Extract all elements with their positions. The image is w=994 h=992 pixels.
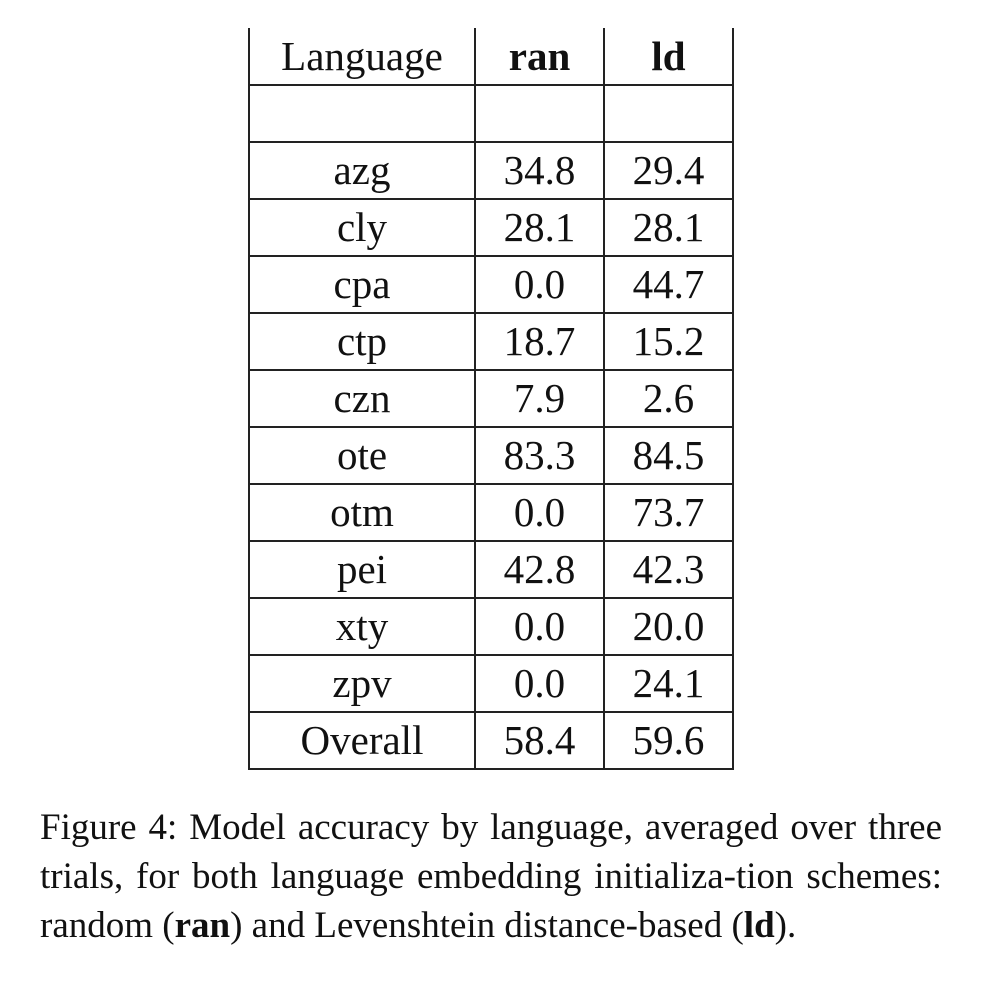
table-row: ctp 18.7 15.2 xyxy=(248,313,734,371)
cell-ran: 58.4 xyxy=(474,712,605,770)
cell-ld: 73.7 xyxy=(603,484,734,542)
cell-ran: 42.8 xyxy=(474,541,605,599)
caption-middle: ) and Levenshtein distance-based ( xyxy=(230,905,744,946)
table-row: cpa 0.0 44.7 xyxy=(248,256,734,314)
table-row: azg 34.8 29.4 xyxy=(248,141,734,200)
cell-language: Overall xyxy=(248,712,476,770)
header-language: Language xyxy=(248,28,476,86)
caption-bold-ld: ld xyxy=(743,905,775,946)
cell-language: otm xyxy=(248,484,476,542)
cell-ran: 18.7 xyxy=(474,313,605,371)
results-table: Language ran ld azg 34.8 29.4 cly 28.1 28.1 cp… xyxy=(248,28,734,770)
figure-caption: Figure 4: Model accuracy by language, av… xyxy=(40,803,942,950)
table-row: otm 0.0 73.7 xyxy=(248,484,734,542)
cell-ran: 7.9 xyxy=(474,370,605,428)
cell-ran: 83.3 xyxy=(474,427,605,485)
results-table-container: Language ran ld azg 34.8 29.4 cly 28.1 28.1 cp… xyxy=(248,28,734,770)
table-row: czn 7.9 2.6 xyxy=(248,370,734,428)
cell-ld: 24.1 xyxy=(603,655,734,713)
table-header-row: Language ran ld xyxy=(248,28,734,86)
cell-ld: 29.4 xyxy=(603,141,734,200)
header-gap xyxy=(248,85,734,142)
table-row: Overall 58.4 59.6 xyxy=(248,712,734,770)
caption-bold-ran: ran xyxy=(174,905,231,946)
table-row: ote 83.3 84.5 xyxy=(248,427,734,485)
cell-language: ctp xyxy=(248,313,476,371)
table-body: azg 34.8 29.4 cly 28.1 28.1 cpa 0.0 44.7 ctp 18.7 1… xyxy=(248,85,734,770)
cell-ld: 20.0 xyxy=(603,598,734,656)
cell-ran: 0.0 xyxy=(474,655,605,713)
cell-ld: 2.6 xyxy=(603,370,734,428)
table-row: cly 28.1 28.1 xyxy=(248,199,734,257)
table-row: xty 0.0 20.0 xyxy=(248,598,734,656)
cell-ld: 28.1 xyxy=(603,199,734,257)
cell-ran: 28.1 xyxy=(474,199,605,257)
header-ld: ld xyxy=(603,28,734,86)
cell-language: cpa xyxy=(248,256,476,314)
cell-ran: 0.0 xyxy=(474,598,605,656)
cell-language: czn xyxy=(248,370,476,428)
cell-ran: 34.8 xyxy=(474,141,605,200)
cell-ld: 59.6 xyxy=(603,712,734,770)
cell-language: azg xyxy=(248,141,476,200)
cell-ld: 15.2 xyxy=(603,313,734,371)
cell-language: zpv xyxy=(248,655,476,713)
table-row: zpv 0.0 24.1 xyxy=(248,655,734,713)
caption-prefix: Figure 4: Model accuracy by language, av… xyxy=(40,807,942,946)
cell-language: ote xyxy=(248,427,476,485)
table-row: pei 42.8 42.3 xyxy=(248,541,734,599)
cell-ld: 84.5 xyxy=(603,427,734,485)
cell-language: pei xyxy=(248,541,476,599)
cell-ld: 42.3 xyxy=(603,541,734,599)
cell-ran: 0.0 xyxy=(474,256,605,314)
cell-ran: 0.0 xyxy=(474,484,605,542)
cell-language: cly xyxy=(248,199,476,257)
caption-suffix: ). xyxy=(774,905,797,946)
header-ran: ran xyxy=(474,28,605,86)
cell-ld: 44.7 xyxy=(603,256,734,314)
cell-language: xty xyxy=(248,598,476,656)
